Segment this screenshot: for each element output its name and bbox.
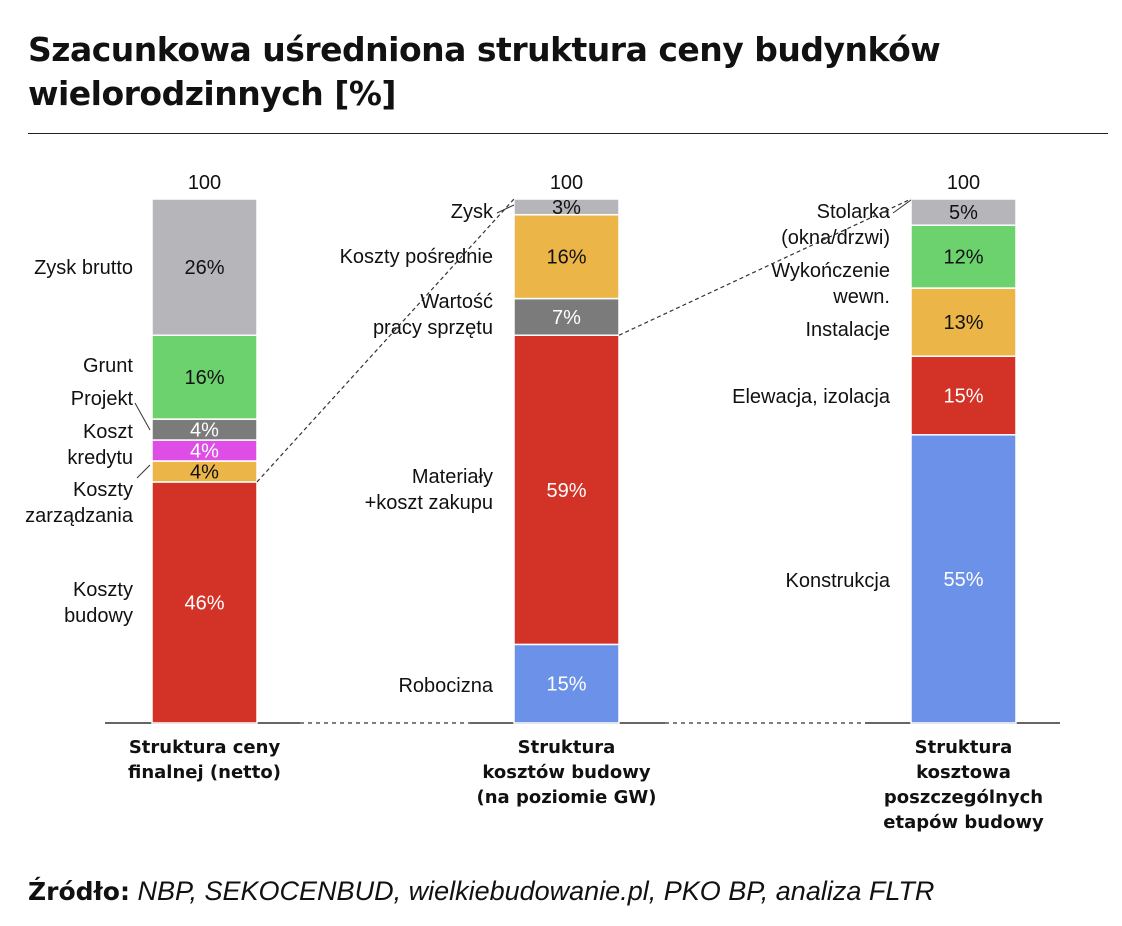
segment-name-label: Zysk (451, 201, 494, 223)
data-label: 46% (184, 592, 224, 614)
segment-name-label: Wartość (420, 291, 493, 313)
segment-name-label: Koszt (83, 421, 133, 443)
segment-name-label: +koszt zakupu (365, 492, 493, 514)
bar-segment (151, 198, 258, 336)
bar-segment (151, 334, 258, 420)
x-tick-label: (na poziomie GW) (477, 787, 657, 808)
leader-line (496, 204, 515, 214)
data-label: 5% (949, 202, 978, 224)
segment-name-label: budowy (64, 605, 133, 627)
x-tick-label: Struktura (518, 737, 616, 758)
bar-segment (513, 334, 620, 646)
leader-line (134, 402, 151, 431)
segment-name-label: Robocizna (398, 675, 493, 697)
title-divider (28, 133, 1108, 134)
segment-name-label: (okna/drzwi) (781, 227, 890, 249)
bar-segment (513, 643, 620, 724)
data-label: 4% (190, 420, 219, 442)
data-label: 4% (190, 441, 219, 463)
segment-name-label: Konstrukcja (786, 570, 891, 592)
x-tick-label: Struktura (915, 737, 1013, 758)
segment-name-label: Grunt (83, 355, 133, 377)
segment-name-label: Elewacja, izolacja (732, 386, 891, 408)
segment-name-label: Zysk brutto (34, 257, 133, 279)
data-label: 59% (546, 480, 586, 502)
x-tick-label: finalnej (netto) (128, 762, 281, 783)
data-label: 16% (546, 247, 586, 269)
x-tick-label: kosztów budowy (482, 762, 650, 783)
bar-segment (513, 198, 620, 216)
segment-name-label: pracy sprzętu (373, 317, 493, 339)
data-label: 26% (184, 257, 224, 279)
data-label: 15% (546, 674, 586, 696)
data-label: 3% (552, 197, 581, 219)
segment-name-label: Koszty (73, 479, 133, 501)
dashed-connector (256, 198, 515, 483)
source-label: Źródło: (28, 877, 130, 906)
data-label: 15% (943, 386, 983, 408)
segment-name-label: Stolarka (817, 201, 891, 223)
data-label: 13% (943, 312, 983, 334)
leader-line (892, 199, 912, 214)
dashed-connector (618, 198, 912, 336)
x-tick-label: poszczególnych (884, 787, 1043, 808)
segment-name-label: Projekt (71, 388, 134, 410)
bar-segment (910, 224, 1017, 289)
segment-name-label: kredytu (67, 447, 133, 469)
data-label: 55% (943, 569, 983, 591)
bar-segment (910, 355, 1017, 436)
bar-total-label: 100 (947, 172, 980, 194)
bar-total-label: 100 (550, 172, 583, 194)
data-label: 12% (943, 247, 983, 269)
leader-line (136, 464, 151, 479)
source-note: Źródło: NBP, SEKOCENBUD, wielkiebudowani… (28, 876, 934, 907)
x-tick-label: Struktura ceny (129, 737, 281, 758)
x-tick-label: kosztowa (916, 762, 1011, 783)
x-tick-label: etapów budowy (883, 812, 1044, 833)
segment-name-label: zarządzania (25, 505, 134, 527)
segment-name-label: Instalacje (806, 319, 891, 341)
segment-name-label: Koszty pośrednie (340, 246, 493, 268)
source-text: NBP, SEKOCENBUD, wielkiebudowanie.pl, PK… (129, 876, 935, 906)
bar-segment (910, 198, 1017, 226)
segment-name-label: wewn. (832, 286, 890, 308)
data-label: 4% (190, 461, 219, 483)
bar-total-label: 100 (188, 172, 221, 194)
chart-title: Szacunkowa uśredniona struktura ceny bud… (28, 30, 941, 113)
segment-name-label: Materiały (412, 466, 493, 488)
bar-segment (513, 213, 620, 300)
data-label: 7% (552, 307, 581, 329)
segment-name-label: Koszty (73, 579, 133, 601)
segment-name-label: Wykończenie (771, 260, 890, 282)
data-label: 16% (184, 367, 224, 389)
